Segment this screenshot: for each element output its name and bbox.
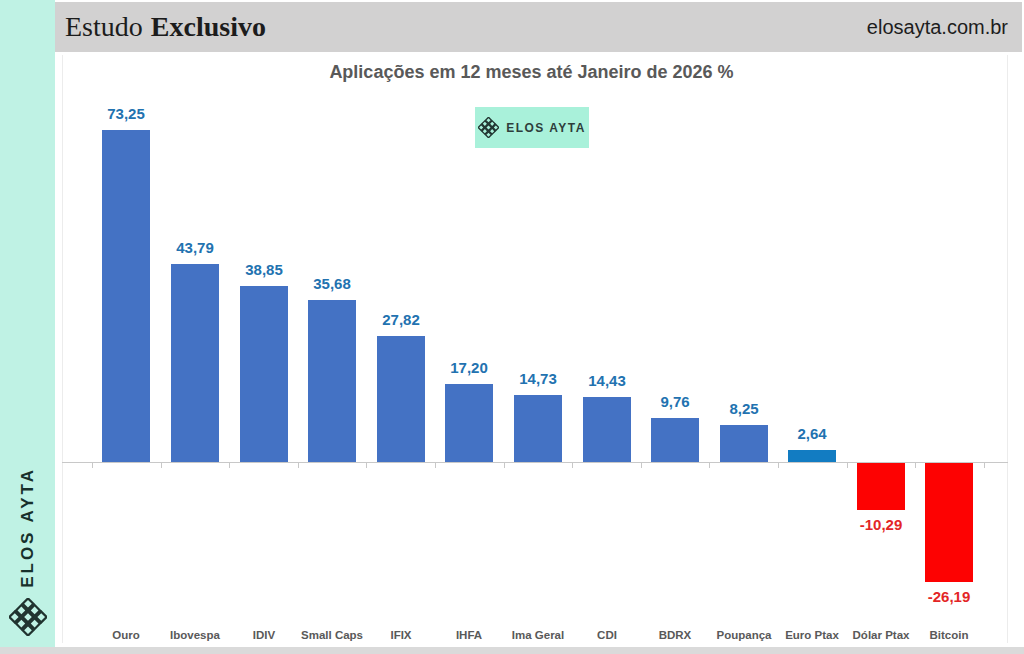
bar-euro-ptax [788,450,836,462]
plot-area: 73,25Ouro43,79Ibovespa38,85IDIV35,68Smal… [0,0,1024,654]
x-axis-tick [847,463,848,468]
x-axis-tick [572,463,573,468]
bar-poupan-a [720,425,768,462]
x-axis-tick [366,463,367,468]
x-axis-tick [435,463,436,468]
bar-ifix [377,336,425,462]
bar-d-lar-ptax [857,463,905,510]
bar-value-label-bitcoin: -26,19 [904,588,994,605]
bar-value-label-euro-ptax: 2,64 [767,425,857,442]
bar-value-label-poupan-a: 8,25 [699,400,789,417]
bar-cdi [583,397,631,462]
x-axis-tick [709,463,710,468]
x-axis-tick [504,463,505,468]
x-axis-tick [778,463,779,468]
x-axis-tick [984,463,985,468]
bar-bitcoin [925,463,973,582]
bar-bdrx [651,418,699,462]
bar-value-label-ibovespa: 43,79 [150,239,240,256]
bar-small-caps [308,300,356,462]
x-axis-tick [298,463,299,468]
x-axis-tick [641,463,642,468]
bar-value-label-d-lar-ptax: -10,29 [836,516,926,533]
bottom-edge [0,647,1024,654]
bar-ihfa [445,384,493,462]
bar-value-label-cdi: 14,43 [562,372,652,389]
x-axis-label-bitcoin: Bitcoin [906,629,992,641]
bar-idiv [240,286,288,462]
bar-value-label-ifix: 27,82 [356,311,446,328]
x-axis-tick [915,463,916,468]
x-axis-tick [229,463,230,468]
bar-ima-geral [514,395,562,462]
x-axis-tick [92,463,93,468]
x-axis-tick [161,463,162,468]
bar-value-label-ouro: 73,25 [81,105,171,122]
bar-ouro [102,130,150,462]
infographic-root: ELOS AYTA EstudoExclusivo elosayta.com.b… [0,0,1024,654]
bar-ibovespa [171,264,219,462]
bar-value-label-small-caps: 35,68 [287,275,377,292]
